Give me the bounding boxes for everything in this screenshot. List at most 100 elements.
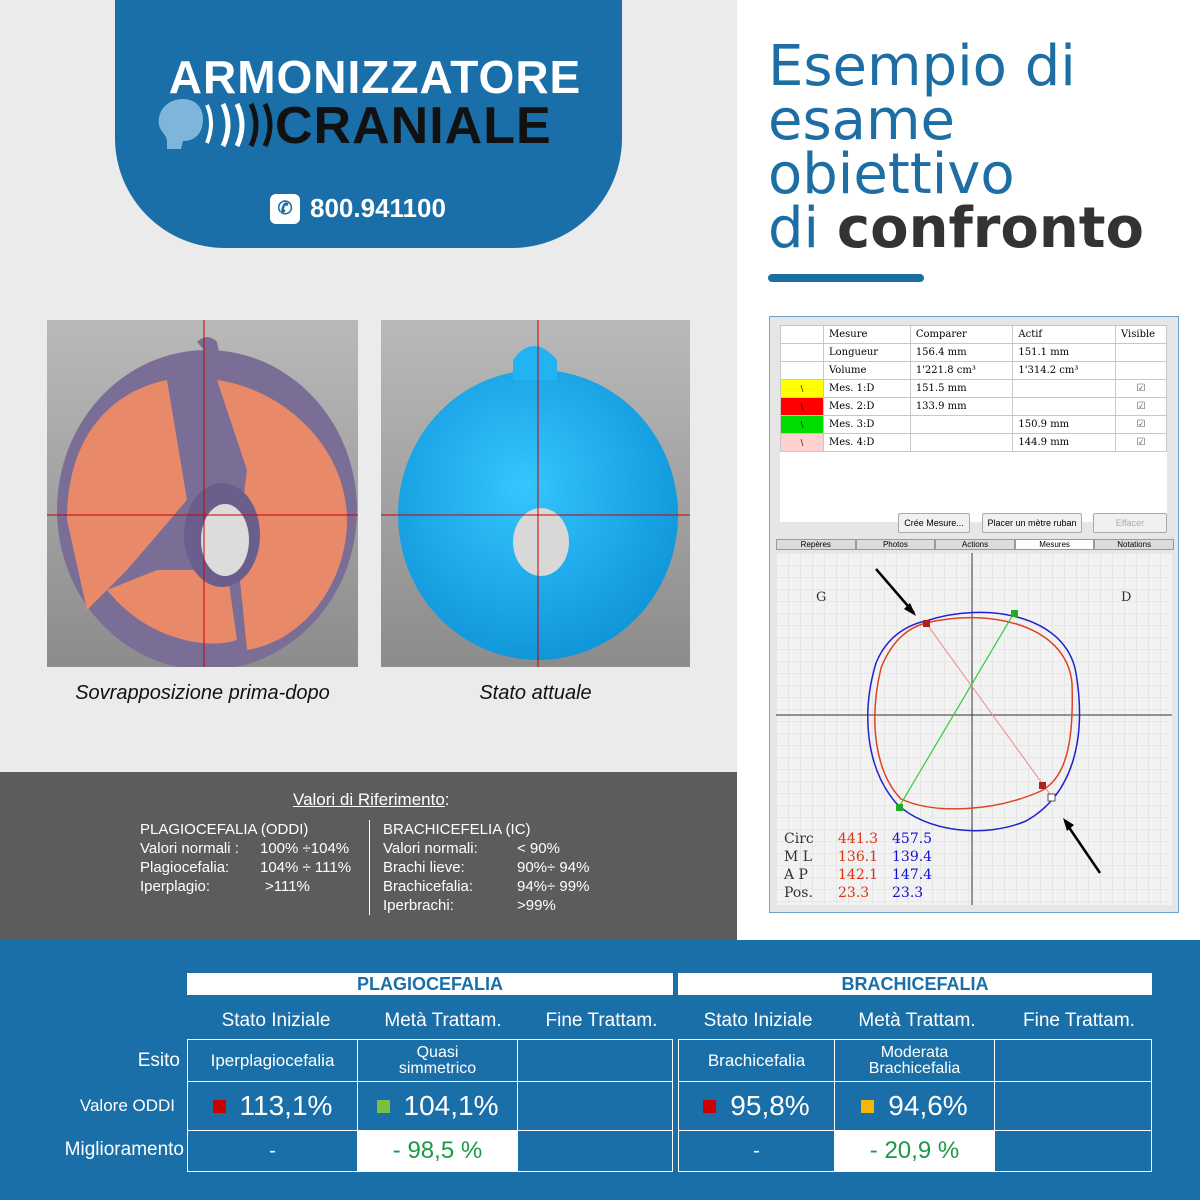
brachi-improvement-mid: - 20,9 %: [834, 1130, 995, 1172]
plagio-ref-row: Iperplagio: >111%: [140, 877, 365, 896]
visible-checkbox[interactable]: [1115, 343, 1167, 362]
title-bold: confronto: [836, 196, 1145, 261]
col-header: Fine Trattam.: [1023, 1010, 1135, 1031]
row-label-miglioramento: Miglioramento: [64, 1139, 184, 1160]
plagio-reference: PLAGIOCEFALIA (ODDI) Valori normali : 100…: [140, 820, 365, 896]
measure-row[interactable]: \ Mes. 3:D 150.9 mm ☑: [780, 415, 1167, 434]
plagio-improvement-end: [517, 1130, 673, 1172]
measure-color-swatch: [780, 343, 824, 362]
measure-row[interactable]: \ Mes. 1:D 151.5 mm ☑: [780, 379, 1167, 398]
plagio-ref-value: >111%: [265, 878, 310, 895]
brachi-oddi-initial: 95,8%: [678, 1081, 835, 1131]
brachi-improvement-initial: -: [678, 1130, 835, 1172]
row-label-esito: Esito: [137, 1050, 180, 1071]
measure-comparer: 151.5 mm: [909, 379, 1014, 398]
brachi-esito-initial: Brachicefalia: [678, 1039, 835, 1082]
measure-row[interactable]: Longueur 156.4 mm 151.1 mm: [780, 343, 1167, 362]
plagio-esito-end: [517, 1039, 673, 1082]
measure-name: Volume: [823, 361, 911, 380]
red-indicator-icon: [212, 1099, 226, 1113]
plagio-ref-value: 104% ÷ 111%: [260, 859, 352, 876]
stat-label: Pos.: [784, 885, 813, 901]
measure-color-swatch: \: [780, 397, 824, 416]
measurement-app-screenshot: Mesure Comparer Actif Visible Longueur 15…: [769, 316, 1179, 913]
title-line-2: esame: [768, 88, 955, 153]
measure-actif: [1012, 397, 1116, 416]
brachi-improvement-end: [994, 1130, 1152, 1172]
visible-checkbox[interactable]: [1115, 361, 1167, 380]
measure-color-swatch: [780, 361, 824, 380]
brachi-ref-label: Valori normali:: [383, 840, 478, 857]
measure-comparer: 1'221.8 cm³: [909, 361, 1014, 380]
measure-name: Mes. 1:D: [823, 379, 911, 398]
measure-comparer: 133.9 mm: [909, 397, 1014, 416]
brachi-ref-label: Iperbrachi:: [383, 897, 454, 914]
col-header: Metà Trattam.: [858, 1010, 976, 1031]
visible-checkbox[interactable]: ☑: [1115, 433, 1167, 452]
measure-row[interactable]: Volume 1'221.8 cm³ 1'314.2 cm³: [780, 361, 1167, 380]
group-header-plagio: PLAGIOCEFALIA: [187, 973, 673, 995]
plagio-esito-mid: Quasi simmetrico: [357, 1039, 518, 1082]
measure-color-swatch: \: [780, 433, 824, 452]
measure-actif: 151.1 mm: [1012, 343, 1116, 362]
col-header: Stato Iniziale: [221, 1010, 331, 1031]
reference-heading-text: Valori di Riferimento: [293, 790, 445, 809]
logo-text-armonizzatore: ARMONIZZATORE: [168, 51, 582, 103]
brachi-ref-row: Iperbrachi: >99%: [383, 896, 613, 915]
plagio-improvement-mid: - 98,5 %: [357, 1130, 518, 1172]
measure-color-swatch: \: [780, 379, 824, 398]
tab-photos[interactable]: Photos: [855, 539, 936, 550]
col-header: Metà Trattam.: [384, 1010, 502, 1031]
measure-name: Mes. 2:D: [823, 397, 911, 416]
stat-red-value: 136.1: [838, 849, 878, 865]
green-indicator-icon: [376, 1099, 390, 1113]
plagio-oddi-end: [517, 1081, 673, 1131]
plagio-ref-value: 100% ÷104%: [260, 840, 350, 857]
plagio-oddi-initial-value: 113,1%: [239, 1090, 333, 1121]
reference-divider: [369, 820, 370, 915]
measure-row[interactable]: \ Mes. 2:D 133.9 mm ☑: [780, 397, 1167, 416]
clear-button[interactable]: Effacer: [1093, 513, 1167, 533]
phone-text: 800.941100: [310, 193, 446, 223]
plagio-reference-title: PLAGIOCEFALIA (ODDI): [140, 821, 309, 838]
group-header-brachi: BRACHICEFALIA: [678, 973, 1152, 995]
plagio-ref-label: Valori normali :: [140, 840, 239, 857]
head-logo-icon: [158, 99, 213, 149]
measure-actif: 144.9 mm: [1012, 433, 1116, 452]
measure-name: Mes. 4:D: [823, 433, 911, 452]
measure-comparer: [909, 433, 1014, 452]
brachi-ref-row: Brachicefalia: 94%÷ 99%: [383, 877, 613, 896]
scan-current-image: [381, 320, 690, 667]
brachi-ref-value: < 90%: [517, 840, 560, 857]
plagio-oddi-mid-value: 104,1%: [403, 1090, 499, 1121]
reference-heading: Valori di Riferimento:: [293, 790, 450, 810]
tab-mesures[interactable]: Mesures: [1014, 539, 1095, 550]
create-measure-button[interactable]: Crée Mesure...: [898, 513, 970, 533]
tape-measure-button[interactable]: Placer un mètre ruban: [982, 513, 1082, 533]
phone-number[interactable]: ✆ 800.941100: [270, 193, 446, 224]
scan-overlay-image: [47, 320, 358, 667]
measure-row[interactable]: \ Mes. 4:D 144.9 mm ☑: [780, 433, 1167, 452]
plot-label-left: G: [816, 590, 826, 605]
stat-label: Circ: [784, 831, 814, 847]
column-header: Comparer: [909, 325, 1014, 344]
title-underline: [768, 274, 924, 282]
tab-reperes[interactable]: Repères: [776, 539, 856, 550]
visible-checkbox[interactable]: ☑: [1115, 379, 1167, 398]
col-header: Stato Iniziale: [703, 1010, 813, 1031]
reference-heading-colon: :: [444, 790, 450, 809]
stats-panel: Circ 441.3 457.5 M L 136.1 139.4 A P 142.1 147.4…: [783, 831, 932, 901]
plagio-oddi-mid: 104,1%: [357, 1081, 518, 1131]
measure-actif: 1'314.2 cm³: [1012, 361, 1116, 380]
color-header-cell: [780, 325, 824, 344]
measure-actif: [1012, 379, 1116, 398]
tab-notations[interactable]: Notations: [1094, 539, 1174, 550]
tab-actions[interactable]: Actions: [935, 539, 1015, 550]
phone-icon: ✆: [270, 193, 300, 224]
waves-icon: [220, 102, 273, 148]
visible-checkbox[interactable]: ☑: [1115, 397, 1167, 416]
visible-checkbox[interactable]: ☑: [1115, 415, 1167, 434]
row-label-valore: Valore ODDI: [79, 1096, 175, 1115]
brachi-ref-row: Valori normali: < 90%: [383, 839, 613, 858]
brachi-ref-value: >99%: [517, 897, 556, 914]
